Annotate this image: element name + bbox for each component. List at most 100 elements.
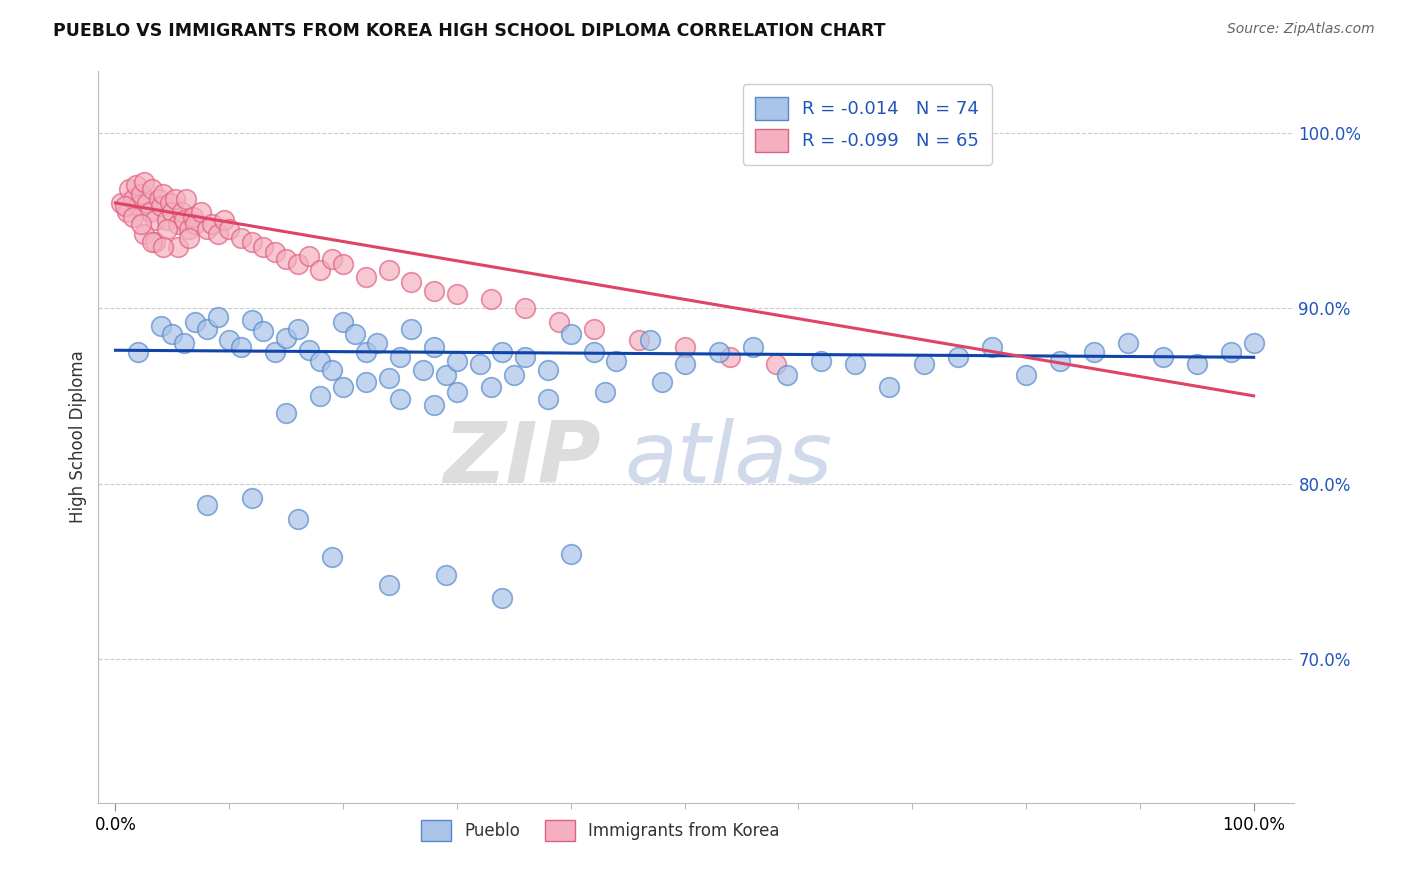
Legend: Pueblo, Immigrants from Korea: Pueblo, Immigrants from Korea: [412, 811, 789, 849]
Point: [446, 287, 468, 301]
Point: [150, 199, 173, 213]
Point: [136, 195, 159, 210]
Point: [776, 368, 799, 382]
Point: [143, 213, 166, 227]
Point: [159, 195, 181, 210]
Point: [252, 240, 274, 254]
Point: [184, 217, 207, 231]
Point: [401, 275, 423, 289]
Point: [741, 340, 763, 354]
Point: [548, 315, 571, 329]
Point: [423, 340, 446, 354]
Point: [141, 182, 163, 196]
Point: [640, 333, 662, 347]
Point: [162, 204, 184, 219]
Point: [127, 345, 149, 359]
Point: [366, 336, 388, 351]
Point: [879, 380, 901, 394]
Point: [179, 231, 201, 245]
Point: [1152, 351, 1174, 365]
Point: [167, 217, 190, 231]
Point: [181, 210, 204, 224]
Point: [229, 231, 252, 245]
Point: [287, 511, 309, 525]
Point: [174, 193, 197, 207]
Point: [276, 252, 298, 266]
Point: [207, 310, 229, 324]
Point: [537, 392, 560, 407]
Point: [377, 371, 399, 385]
Point: [354, 375, 377, 389]
Point: [377, 578, 399, 592]
Point: [1049, 353, 1071, 368]
Point: [132, 227, 155, 242]
Text: atlas: atlas: [624, 417, 832, 500]
Point: [240, 491, 263, 505]
Point: [141, 235, 163, 249]
Point: [1118, 336, 1140, 351]
Point: [156, 222, 179, 236]
Point: [143, 235, 166, 249]
Point: [912, 357, 935, 371]
Point: [162, 327, 184, 342]
Point: [121, 193, 143, 207]
Point: [446, 385, 468, 400]
Point: [240, 313, 263, 327]
Point: [582, 345, 605, 359]
Point: [491, 345, 513, 359]
Point: [156, 213, 179, 227]
Point: [434, 368, 457, 382]
Point: [765, 357, 787, 371]
Point: [212, 213, 235, 227]
Point: [468, 357, 491, 371]
Point: [110, 195, 132, 210]
Point: [276, 406, 298, 420]
Point: [560, 327, 582, 342]
Point: [628, 333, 651, 347]
Point: [707, 345, 730, 359]
Point: [423, 284, 446, 298]
Point: [118, 182, 141, 196]
Point: [179, 222, 201, 236]
Point: [287, 257, 309, 271]
Point: [114, 199, 136, 213]
Point: [152, 187, 174, 202]
Point: [1219, 345, 1241, 359]
Point: [354, 269, 377, 284]
Point: [515, 351, 537, 365]
Point: [389, 392, 412, 407]
Point: [163, 193, 186, 207]
Point: [515, 301, 537, 315]
Point: [115, 204, 138, 219]
Point: [1015, 368, 1038, 382]
Point: [167, 240, 190, 254]
Point: [593, 385, 616, 400]
Point: [980, 340, 1002, 354]
Point: [377, 262, 399, 277]
Point: [673, 340, 696, 354]
Point: [173, 213, 195, 227]
Point: [343, 327, 366, 342]
Point: [201, 217, 224, 231]
Point: [946, 351, 969, 365]
Point: [263, 245, 285, 260]
Point: [240, 235, 263, 249]
Point: [491, 591, 513, 605]
Point: [195, 498, 218, 512]
Point: [423, 398, 446, 412]
Point: [434, 567, 457, 582]
Point: [195, 322, 218, 336]
Point: [263, 345, 285, 359]
Point: [651, 375, 673, 389]
Point: [560, 547, 582, 561]
Point: [132, 175, 155, 189]
Point: [810, 353, 832, 368]
Point: [844, 357, 866, 371]
Point: [287, 322, 309, 336]
Point: [173, 336, 195, 351]
Point: [502, 368, 524, 382]
Point: [1243, 336, 1265, 351]
Point: [401, 322, 423, 336]
Point: [184, 315, 207, 329]
Point: [276, 331, 298, 345]
